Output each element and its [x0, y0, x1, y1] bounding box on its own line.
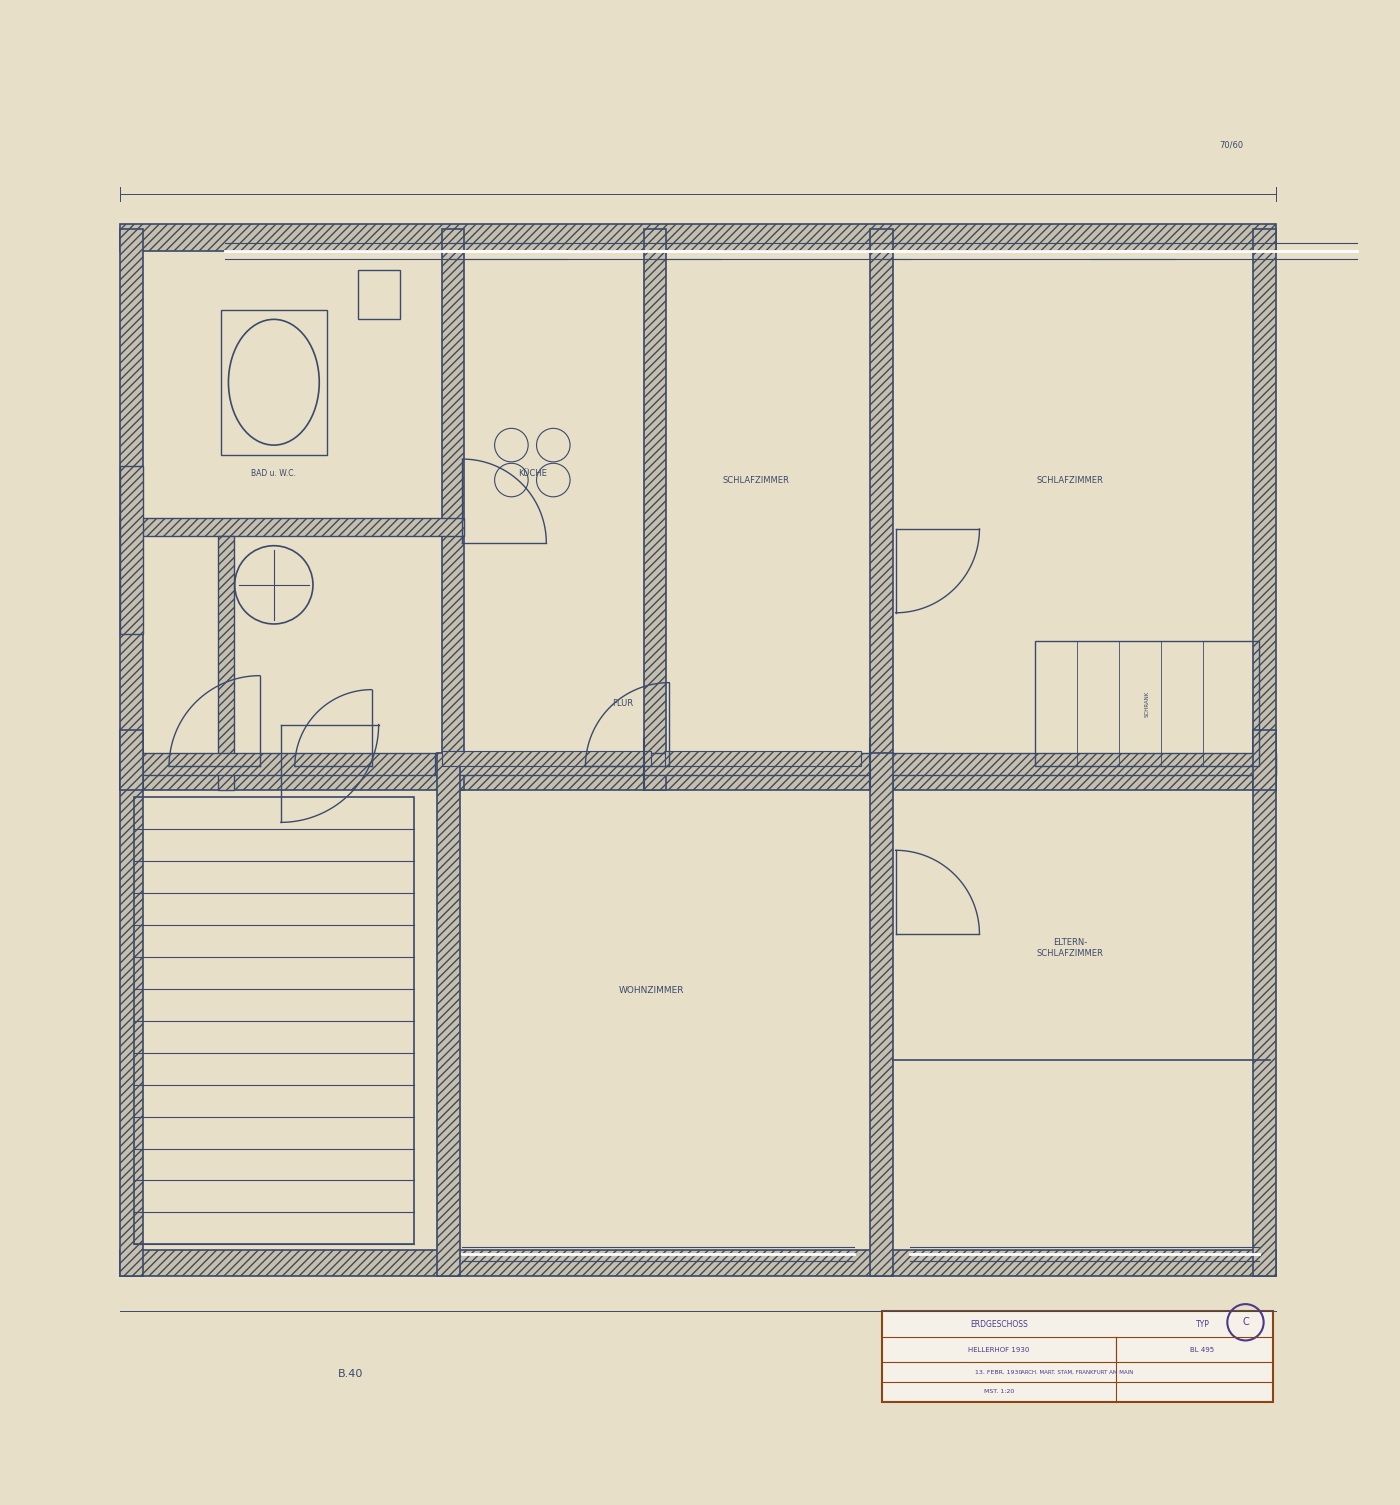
Text: KÜCHE: KÜCHE — [518, 468, 547, 477]
Text: SCHLAFZIMMER: SCHLAFZIMMER — [1037, 476, 1103, 485]
Bar — [120, 224, 1275, 251]
Bar — [120, 763, 1275, 790]
Bar — [221, 310, 328, 455]
Bar — [882, 1311, 1273, 1403]
Bar — [218, 536, 234, 790]
Text: ARCH. MART. STAM, FRANKFURT AM MAIN: ARCH. MART. STAM, FRANKFURT AM MAIN — [1021, 1370, 1134, 1374]
Text: B.40: B.40 — [337, 1370, 364, 1379]
Text: 70/60: 70/60 — [1219, 140, 1243, 149]
Bar — [120, 730, 143, 790]
Bar — [1253, 730, 1275, 790]
Text: SCHLAFZIMMER: SCHLAFZIMMER — [722, 476, 790, 485]
Bar — [441, 751, 651, 766]
Text: MST. 1:20: MST. 1:20 — [984, 1389, 1014, 1394]
Bar — [871, 229, 893, 790]
Bar — [1253, 757, 1275, 1276]
Bar — [120, 467, 143, 634]
Bar — [120, 752, 143, 1276]
Text: WOHNZIMMER: WOHNZIMMER — [619, 986, 683, 995]
Text: BAD u. W.C.: BAD u. W.C. — [252, 468, 297, 477]
Bar — [644, 229, 666, 790]
Text: FLUR: FLUR — [613, 700, 634, 707]
Text: C: C — [1242, 1317, 1249, 1327]
Bar — [1253, 229, 1275, 790]
Bar — [120, 229, 143, 790]
Bar — [120, 1249, 1275, 1276]
Bar — [441, 229, 463, 790]
Text: ERDGESCHOSS: ERDGESCHOSS — [970, 1320, 1028, 1329]
Bar — [134, 798, 413, 1245]
Text: 13. FEBR. 1930: 13. FEBR. 1930 — [976, 1370, 1022, 1374]
Text: ELTERN-
SCHLAFZIMMER: ELTERN- SCHLAFZIMMER — [1037, 939, 1103, 957]
Bar — [434, 752, 1275, 775]
Text: TYP: TYP — [1196, 1320, 1210, 1329]
Text: SCHRANK: SCHRANK — [1145, 691, 1149, 716]
Bar — [120, 752, 456, 775]
Bar — [665, 751, 861, 766]
Bar — [437, 752, 459, 1276]
Bar — [871, 752, 893, 1276]
Text: HELLERHOF 1930: HELLERHOF 1930 — [969, 1347, 1029, 1353]
Bar — [1036, 641, 1259, 766]
Bar — [120, 518, 463, 536]
Text: BL 495: BL 495 — [1190, 1347, 1215, 1353]
Bar — [357, 271, 399, 319]
